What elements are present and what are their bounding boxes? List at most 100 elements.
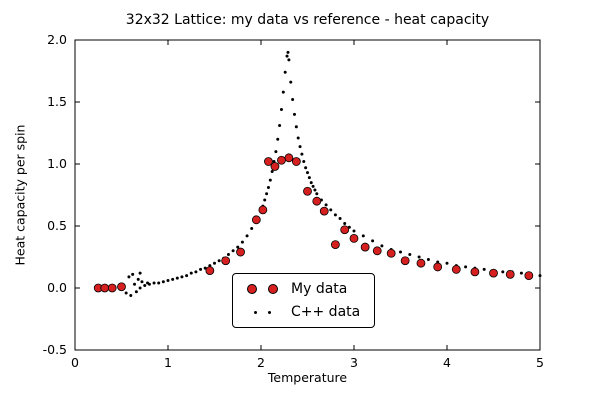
data-point-cpp [426, 257, 430, 261]
data-point-cpp [171, 277, 175, 281]
data-point-cpp [286, 50, 290, 54]
data-point-cpp [180, 275, 184, 279]
data-point-my-data [107, 283, 117, 293]
x-axis-label: Temperature [267, 370, 348, 385]
data-point-cpp [140, 280, 144, 284]
data-point-cpp [213, 261, 216, 265]
data-point-cpp [380, 244, 384, 248]
x-tick-label: 4 [443, 355, 451, 370]
data-point-cpp [127, 275, 131, 279]
data-point-my-data [312, 196, 322, 206]
black-dot-marker-icon [267, 310, 271, 314]
data-point-cpp [236, 245, 240, 249]
legend-item-cpp-data: C++ data [245, 304, 360, 320]
x-tick-label: 2 [257, 355, 265, 370]
data-point-cpp [417, 255, 421, 259]
data-point-cpp [304, 166, 308, 170]
data-point-cpp [124, 291, 128, 295]
x-tick-label: 5 [536, 355, 544, 370]
data-point-cpp [131, 272, 135, 276]
data-point-my-data [277, 155, 286, 165]
data-point-cpp [292, 112, 296, 116]
data-point-cpp [333, 213, 337, 217]
data-point-cpp [250, 226, 254, 230]
data-point-cpp [287, 58, 291, 62]
data-point-cpp [519, 271, 523, 275]
data-point-cpp [161, 280, 165, 284]
data-point-my-data [433, 262, 443, 272]
y-tick-label: 1.0 [47, 156, 67, 171]
data-point-my-data [386, 248, 396, 258]
data-point-cpp [291, 98, 295, 102]
data-point-my-data [524, 271, 534, 281]
red-dot-marker-icon [267, 284, 278, 294]
data-point-my-data [221, 256, 231, 266]
data-point-cpp [294, 125, 298, 129]
data-point-cpp [482, 267, 486, 271]
data-point-cpp [240, 240, 244, 244]
data-point-my-data [284, 153, 294, 163]
data-point-my-data [400, 256, 410, 266]
y-tick-label: 1.5 [47, 94, 67, 109]
legend-markers-cpp-data [245, 310, 279, 314]
data-point-cpp [445, 261, 449, 265]
x-tick-label: 0 [71, 355, 79, 370]
y-axis-label: Heat capacity per spin [12, 124, 28, 266]
data-point-cpp [313, 188, 317, 192]
data-point-cpp [133, 282, 137, 286]
data-point-cpp [138, 286, 142, 290]
data-point-my-data [270, 162, 280, 171]
data-point-cpp [268, 178, 272, 182]
data-point-cpp [324, 203, 328, 207]
data-point-cpp [311, 184, 315, 188]
legend-label-cpp-data: C++ data [291, 304, 361, 320]
data-point-cpp [265, 192, 269, 196]
red-dot-marker-icon [246, 284, 257, 294]
data-point-cpp [263, 198, 267, 202]
data-point-cpp [266, 186, 270, 190]
data-point-cpp [270, 169, 274, 173]
data-point-cpp [134, 290, 138, 294]
data-point-my-data [470, 267, 480, 277]
data-point-cpp [245, 234, 249, 238]
data-point-my-data [340, 225, 350, 235]
data-point-cpp [157, 281, 161, 285]
legend-label-my-data: My data [291, 281, 348, 297]
data-point-my-data [349, 233, 359, 243]
data-point-cpp [278, 124, 282, 128]
y-tick-label: -0.5 [43, 342, 67, 357]
data-point-cpp [307, 176, 311, 180]
legend: My data C++ data [232, 273, 376, 328]
data-point-cpp [226, 253, 230, 257]
data-point-my-data [303, 186, 312, 196]
legend-item-my-data: My data [245, 281, 360, 297]
data-point-cpp [152, 281, 156, 285]
data-point-cpp [289, 80, 293, 84]
y-tick-label: 2.0 [47, 32, 67, 47]
data-point-cpp [361, 234, 365, 238]
data-point-cpp [217, 259, 221, 263]
axes-frame [74, 39, 541, 351]
data-point-cpp [189, 271, 193, 275]
data-point-my-data [291, 157, 301, 166]
data-point-cpp [285, 54, 289, 58]
data-point-cpp [315, 192, 319, 196]
data-point-cpp [279, 107, 283, 111]
data-point-cpp [329, 208, 333, 212]
data-point-cpp [283, 70, 287, 74]
y-tick-label: 0.5 [47, 218, 67, 233]
data-point-my-data [236, 247, 245, 257]
data-point-cpp [408, 253, 412, 257]
data-point-cpp [199, 267, 203, 271]
data-point-cpp [147, 282, 151, 286]
data-point-cpp [338, 217, 342, 221]
data-point-cpp [281, 90, 285, 94]
data-point-cpp [194, 270, 198, 274]
data-point-cpp [274, 150, 278, 154]
data-point-cpp [185, 274, 189, 278]
data-point-my-data [330, 240, 340, 250]
data-point-cpp [399, 250, 402, 254]
data-point-my-data [264, 157, 273, 166]
